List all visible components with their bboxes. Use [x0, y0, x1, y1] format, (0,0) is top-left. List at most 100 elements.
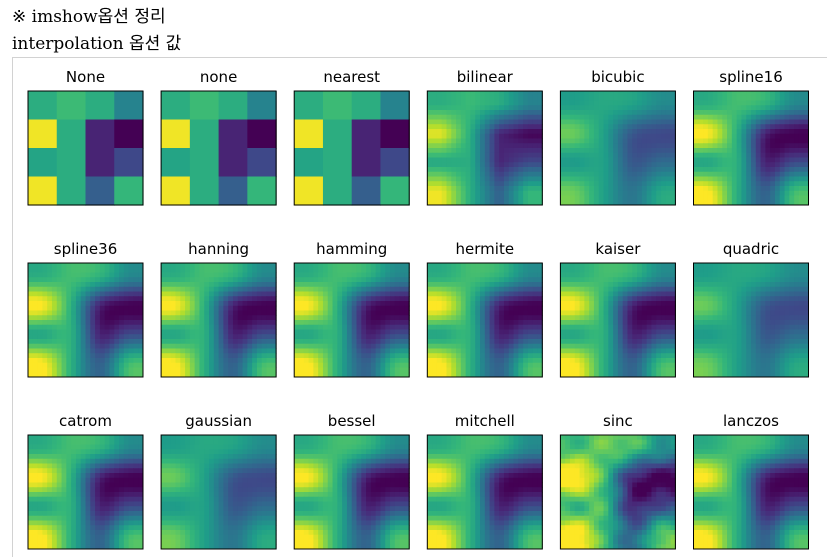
- heatmap-cell: [427, 177, 432, 182]
- heatmap-cell: [480, 287, 485, 292]
- heatmap-cell: [28, 320, 33, 325]
- heatmap-cell: [318, 287, 323, 292]
- heatmap-cell: [565, 368, 570, 373]
- heatmap-cell: [214, 277, 219, 282]
- heatmap-cell: [38, 330, 43, 335]
- heatmap-cell: [195, 277, 200, 282]
- heatmap-cell: [584, 344, 589, 349]
- heatmap-cell: [219, 344, 224, 349]
- heatmap-cell: [223, 292, 228, 297]
- heatmap-cell: [175, 353, 180, 358]
- heatmap-cell: [775, 115, 780, 120]
- heatmap-cell: [528, 134, 533, 139]
- heatmap-cell: [304, 315, 309, 320]
- heatmap-cell: [618, 91, 623, 96]
- heatmap-cell: [100, 330, 105, 335]
- heatmap-cell: [575, 358, 580, 363]
- heatmap-cell: [565, 105, 570, 110]
- heatmap-cell: [608, 282, 613, 287]
- heatmap-cell: [366, 339, 371, 344]
- heatmap-cell: [604, 339, 609, 344]
- heatmap-cell: [313, 363, 318, 368]
- heatmap-cell: [799, 181, 804, 186]
- heatmap-cell: [71, 282, 76, 287]
- heatmap-cell: [604, 358, 609, 363]
- heatmap-cell: [580, 148, 585, 153]
- heatmap-cell: [228, 301, 233, 306]
- heatmap-cell: [133, 344, 138, 349]
- heatmap-cell: [717, 153, 722, 158]
- heatmap-cell: [442, 162, 447, 167]
- heatmap-cell: [632, 320, 637, 325]
- heatmap-cell: [380, 287, 385, 292]
- heatmap-cell: [233, 306, 238, 311]
- heatmap-cell: [252, 296, 257, 301]
- heatmap-cell: [560, 91, 565, 96]
- heatmap-cell: [366, 282, 371, 287]
- heatmap-cell: [309, 296, 314, 301]
- heatmap-cell: [708, 115, 713, 120]
- heatmap-cell: [632, 158, 637, 163]
- heatmap-cell: [456, 167, 461, 172]
- heatmap-cell: [233, 363, 238, 368]
- heatmap-cell: [52, 268, 57, 273]
- heatmap-cell: [533, 311, 538, 316]
- heatmap-cell: [475, 330, 480, 335]
- heatmap-cell: [618, 315, 623, 320]
- heatmap-cell: [456, 277, 461, 282]
- heatmap-cell: [199, 349, 204, 354]
- heatmap-cell: [785, 167, 790, 172]
- heatmap-cell: [651, 273, 656, 278]
- heatmap-cell: [267, 292, 272, 297]
- heatmap-cell: [437, 181, 442, 186]
- heatmap-cell: [76, 296, 81, 301]
- heatmap-cell: [608, 330, 613, 335]
- heatmap-cell: [76, 334, 81, 339]
- heatmap-cell: [560, 273, 565, 278]
- heatmap-cell: [594, 172, 599, 177]
- heatmap-cell: [333, 349, 338, 354]
- heatmap-cell: [76, 368, 81, 373]
- heatmap-cell: [133, 330, 138, 335]
- heatmap-cell: [262, 287, 267, 292]
- heatmap-cell: [651, 301, 656, 306]
- heatmap-cell: [703, 120, 708, 125]
- heatmap-cell: [642, 306, 647, 311]
- heatmap-cell: [575, 334, 580, 339]
- heatmap-cell: [323, 120, 352, 149]
- heatmap-cell: [528, 363, 533, 368]
- heatmap-cell: [262, 268, 267, 273]
- heatmap-cell: [466, 301, 471, 306]
- heatmap-cell: [57, 148, 86, 177]
- heatmap-cell: [446, 186, 451, 191]
- heatmap-cell: [661, 105, 666, 110]
- heatmap-cell: [528, 115, 533, 120]
- heatmap-cell: [380, 358, 385, 363]
- heatmap-cell: [114, 339, 119, 344]
- heatmap-cell: [100, 363, 105, 368]
- heatmap-cell: [214, 353, 219, 358]
- heatmap-cell: [509, 368, 514, 373]
- heatmap-cell: [71, 268, 76, 273]
- heatmap-cell: [518, 277, 523, 282]
- heatmap-cell: [490, 148, 495, 153]
- heatmap-cell: [380, 277, 385, 282]
- heatmap-cell: [533, 124, 538, 129]
- heatmap-cell: [342, 320, 347, 325]
- heatmap-cell: [328, 320, 333, 325]
- heatmap-cell: [528, 277, 533, 282]
- heatmap-cell: [328, 349, 333, 354]
- heatmap-cell: [371, 306, 376, 311]
- heatmap-cell: [446, 120, 451, 125]
- heatmap-cell: [190, 325, 195, 330]
- heatmap-cell: [267, 334, 272, 339]
- heatmap-cell: [528, 172, 533, 177]
- heatmap-cell: [623, 129, 628, 134]
- heatmap-cell: [770, 311, 775, 316]
- heatmap-cell: [446, 134, 451, 139]
- heatmap-cell: [518, 148, 523, 153]
- heatmap-cell: [347, 358, 352, 363]
- heatmap-cell: [119, 292, 124, 297]
- heatmap-cell: [494, 110, 499, 115]
- heatmap-cell: [613, 124, 618, 129]
